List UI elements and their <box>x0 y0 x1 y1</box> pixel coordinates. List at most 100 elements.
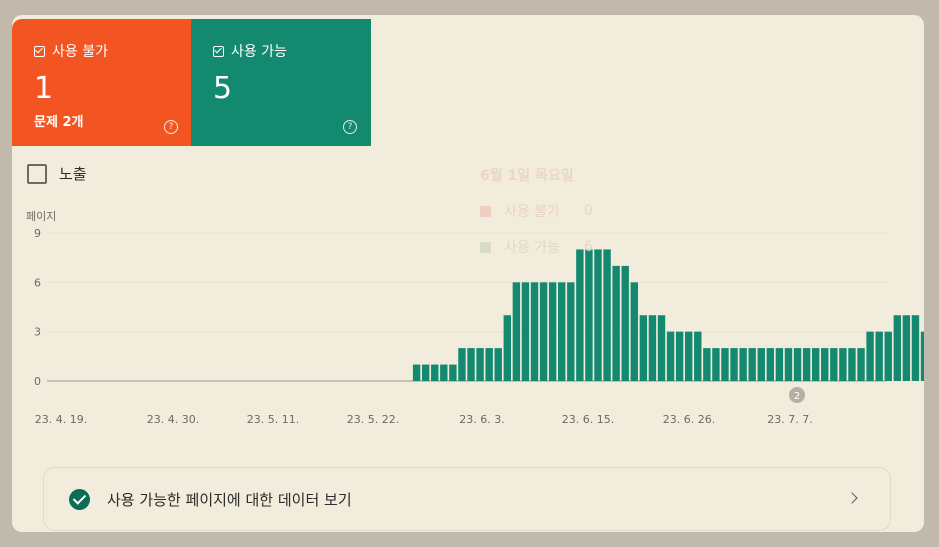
x-tick-label: 23. 6. 15. <box>562 413 614 426</box>
bar-valid <box>848 348 856 381</box>
help-icon[interactable]: ? <box>164 120 178 134</box>
bar-valid <box>694 331 702 381</box>
bar-valid <box>603 249 611 381</box>
y-tick-label: 0 <box>34 375 41 388</box>
bar-valid <box>412 364 421 381</box>
error-card[interactable]: 사용 불가 1 문제 2개 ? <box>12 19 192 146</box>
y-tick-label: 3 <box>34 326 41 339</box>
annotation-label: 2 <box>794 391 800 402</box>
error-card-count: 1 <box>34 71 54 106</box>
x-tick-label: 23. 4. 30. <box>147 413 199 426</box>
bar-valid <box>866 331 874 381</box>
bar-valid <box>920 331 924 381</box>
bar-valid <box>811 348 820 381</box>
bar-valid <box>485 348 493 381</box>
bar-valid <box>757 348 765 381</box>
tooltip-row-error: 사용 불가 0 <box>480 201 593 221</box>
bar-valid <box>802 348 811 381</box>
error-card-issues: 문제 2개 <box>34 115 84 130</box>
impressions-label: 노출 <box>59 165 87 183</box>
bar-valid <box>675 331 684 381</box>
error-card-title: 사용 불가 <box>52 44 108 60</box>
valid-card-title: 사용 가능 <box>231 44 287 60</box>
bar-valid <box>703 348 711 381</box>
valid-card-count: 5 <box>213 71 233 106</box>
view-valid-pages-label: 사용 가능한 페이지에 대한 데이터 보기 <box>107 490 352 509</box>
bar-valid <box>875 331 883 381</box>
checkbox-checked-icon[interactable] <box>34 45 45 57</box>
bar-valid <box>612 265 620 381</box>
annotation-marker <box>789 387 805 403</box>
tooltip-row-name: 사용 불가 <box>504 204 560 220</box>
bar-valid <box>893 315 902 381</box>
bar-valid <box>657 315 666 381</box>
bar-valid <box>440 364 448 381</box>
x-tick-label: 23. 7. 7. <box>767 413 812 426</box>
bar-valid <box>793 348 802 381</box>
bar-valid <box>712 348 720 381</box>
x-tick-label: 23. 6. 26. <box>663 413 715 426</box>
bar-valid <box>467 348 475 381</box>
chevron-right-icon <box>846 492 858 504</box>
view-valid-pages-button[interactable]: 사용 가능한 페이지에 대한 데이터 보기 <box>43 467 891 531</box>
index-panel: 사용 불가 1 문제 2개 ? 사용 가능 5 ? 노출 페이지 0 3 6 9 23.… <box>12 15 924 532</box>
tooltip-row-name: 사용 가능 <box>504 240 560 256</box>
bar-valid <box>839 348 847 381</box>
bar-valid <box>585 249 593 381</box>
bar-valid <box>902 315 911 381</box>
tooltip-date: 6월 1일 목요일 <box>480 168 574 184</box>
chart-tooltip: 6월 1일 목요일 사용 불가 0 사용 가능 6 <box>464 153 609 265</box>
bar-valid <box>594 249 602 381</box>
bar-valid <box>775 348 784 381</box>
legend-swatch <box>480 241 491 253</box>
y-axis-label: 페이지 <box>26 210 57 223</box>
bar-valid <box>494 348 502 381</box>
bar-valid <box>449 364 457 381</box>
checkbox-unchecked-icon[interactable] <box>27 163 47 184</box>
y-tick-label: 9 <box>34 227 41 240</box>
legend-swatch <box>480 205 491 217</box>
bar-valid <box>476 348 484 381</box>
bar-valid <box>630 282 638 381</box>
bar-valid <box>685 331 693 381</box>
bar-valid <box>621 265 629 381</box>
x-tick-label: 23. 5. 11. <box>247 413 299 426</box>
bar-valid <box>576 249 584 381</box>
bar-valid <box>766 348 775 381</box>
bar-valid <box>730 348 738 381</box>
bar-valid <box>748 348 756 381</box>
pages-chart[interactable]: 0 3 6 9 23. 4. 19. 23. 4. 30. 23. 5. 11. 23. 5.… <box>12 15 924 445</box>
help-icon[interactable]: ? <box>343 120 357 134</box>
bar-valid <box>503 315 511 381</box>
tooltip-row-value: 0 <box>584 203 593 219</box>
bar-valid <box>666 331 675 381</box>
bar-valid <box>421 364 430 381</box>
valid-card[interactable]: 사용 가능 5 ? <box>191 19 371 146</box>
bar-valid <box>648 315 657 381</box>
bar-valid <box>539 282 548 381</box>
bar-valid <box>857 348 865 381</box>
bar-valid <box>567 282 575 381</box>
bar-valid <box>431 364 439 381</box>
bar-valid <box>884 331 892 381</box>
bar-valid <box>558 282 566 381</box>
tooltip-row-value: 6 <box>584 239 593 255</box>
y-tick-label: 6 <box>34 276 41 289</box>
error-card-label: 사용 불가 <box>34 41 192 61</box>
x-tick-label: 23. 5. 22. <box>347 413 399 426</box>
tooltip-row-valid: 사용 가능 6 <box>480 237 593 257</box>
bar-valid <box>830 348 838 381</box>
bar-valid <box>911 315 920 381</box>
impressions-toggle[interactable]: 노출 <box>27 163 87 184</box>
bar-valid <box>530 282 539 381</box>
check-circle-icon <box>69 488 90 510</box>
x-tick-label: 23. 6. 3. <box>459 413 504 426</box>
x-tick-label: 23. 4. 19. <box>35 413 87 426</box>
bar-valid <box>721 348 729 381</box>
bar-valid <box>739 348 747 381</box>
valid-card-label: 사용 가능 <box>213 41 371 61</box>
bar-valid <box>548 282 557 381</box>
checkbox-checked-icon[interactable] <box>213 45 224 57</box>
bar-valid <box>458 348 466 381</box>
bar-valid <box>639 315 648 381</box>
